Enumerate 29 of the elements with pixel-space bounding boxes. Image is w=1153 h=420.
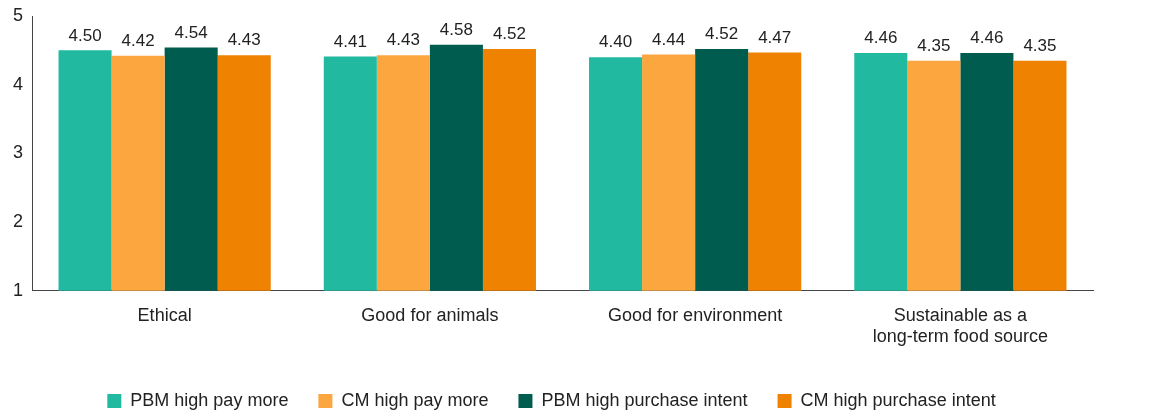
x-tick-label: Sustainable as a long-term food source [872, 304, 1048, 347]
data-label: 4.43 [227, 30, 261, 50]
data-label: 4.58 [439, 20, 473, 40]
legend-label: CM high purchase intent [800, 389, 996, 410]
data-label: 4.43 [386, 30, 420, 50]
data-label: 4.46 [970, 28, 1004, 48]
y-tick-label: 3 [13, 142, 24, 163]
y-tick-label: 5 [13, 4, 24, 25]
x-tick-label: Ethical [137, 304, 192, 325]
y-tick-label: 1 [13, 279, 24, 300]
data-label: 4.35 [1023, 35, 1057, 55]
data-label: 4.47 [758, 27, 792, 47]
data-label: 4.40 [599, 32, 633, 52]
legend-label: PBM high pay more [130, 389, 289, 410]
legend-label: CM high pay more [341, 389, 489, 410]
data-label: 4.52 [705, 24, 739, 44]
x-tick-label: Good for environment [608, 304, 783, 325]
data-label: 4.41 [333, 31, 367, 51]
y-tick-label: 2 [13, 211, 24, 232]
data-label: 4.46 [864, 28, 898, 48]
data-label: 4.50 [68, 25, 102, 45]
data-label: 4.42 [121, 31, 155, 51]
data-label: 4.35 [917, 35, 951, 55]
x-tick-label: Good for animals [361, 304, 499, 325]
data-label: 4.54 [174, 22, 208, 42]
data-label: 4.52 [492, 24, 526, 44]
legend-label: PBM high purchase intent [541, 389, 748, 410]
y-tick-label: 4 [13, 73, 24, 94]
data-label: 4.44 [652, 29, 686, 49]
